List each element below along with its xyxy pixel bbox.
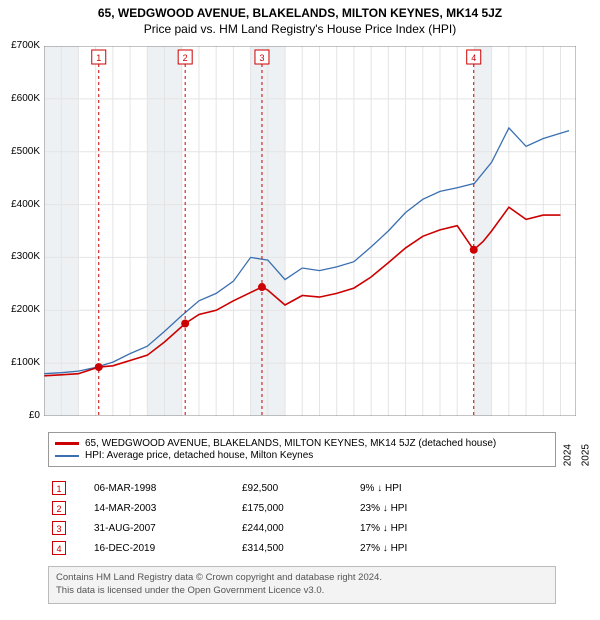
event-date: 14-MAR-2003 xyxy=(90,498,238,518)
svg-text:2: 2 xyxy=(183,53,188,63)
y-tick: £300K xyxy=(0,251,40,262)
event-date: 06-MAR-1998 xyxy=(90,478,238,498)
table-row: 3 31-AUG-2007£244,00017% ↓ HPI xyxy=(48,518,556,538)
legend-label: HPI: Average price, detached house, Milt… xyxy=(85,450,313,461)
y-tick: £600K xyxy=(0,93,40,104)
event-n: 3 xyxy=(48,518,90,538)
event-price: £92,500 xyxy=(238,478,356,498)
event-price: £314,500 xyxy=(238,538,356,558)
svg-text:4: 4 xyxy=(471,53,476,63)
event-price: £244,000 xyxy=(238,518,356,538)
event-n: 1 xyxy=(48,478,90,498)
event-marker: 1 xyxy=(52,481,66,495)
chart-legend: 65, WEDGWOOD AVENUE, BLAKELANDS, MILTON … xyxy=(48,432,556,467)
table-row: 2 14-MAR-2003£175,00023% ↓ HPI xyxy=(48,498,556,518)
event-n: 4 xyxy=(48,538,90,558)
plot-svg: 1 2 3 4 xyxy=(44,46,576,416)
sale-events-table: 1 06-MAR-1998£92,5009% ↓ HPI 2 14-MAR-2003£… xyxy=(48,478,556,558)
legend-swatch xyxy=(55,455,79,457)
event-marker: 4 xyxy=(52,541,66,555)
event-date: 16-DEC-2019 xyxy=(90,538,238,558)
svg-text:1: 1 xyxy=(96,53,101,63)
footer-line-1: Contains HM Land Registry data © Crown c… xyxy=(56,572,548,585)
y-tick: £0 xyxy=(0,410,40,421)
y-tick: £100K xyxy=(0,357,40,368)
y-tick: £200K xyxy=(0,304,40,315)
y-tick: £400K xyxy=(0,199,40,210)
footer-attribution: Contains HM Land Registry data © Crown c… xyxy=(48,566,556,604)
event-pct: 9% ↓ HPI xyxy=(356,478,556,498)
table-row: 4 16-DEC-2019£314,50027% ↓ HPI xyxy=(48,538,556,558)
event-date: 31-AUG-2007 xyxy=(90,518,238,538)
legend-row: HPI: Average price, detached house, Milt… xyxy=(55,450,549,461)
y-tick: £700K xyxy=(0,40,40,51)
event-marker: 2 xyxy=(52,501,66,515)
footer-line-2: This data is licensed under the Open Gov… xyxy=(56,585,548,598)
plot-area: 1 2 3 4 xyxy=(44,46,576,416)
legend-swatch xyxy=(55,442,79,445)
x-tick: 2025 xyxy=(580,444,591,466)
event-price: £175,000 xyxy=(238,498,356,518)
legend-row: 65, WEDGWOOD AVENUE, BLAKELANDS, MILTON … xyxy=(55,438,549,449)
y-tick: £500K xyxy=(0,146,40,157)
table-row: 1 06-MAR-1998£92,5009% ↓ HPI xyxy=(48,478,556,498)
event-pct: 27% ↓ HPI xyxy=(356,538,556,558)
chart-title-1: 65, WEDGWOOD AVENUE, BLAKELANDS, MILTON … xyxy=(8,6,592,20)
x-tick: 2024 xyxy=(563,444,574,466)
event-n: 2 xyxy=(48,498,90,518)
legend-label: 65, WEDGWOOD AVENUE, BLAKELANDS, MILTON … xyxy=(85,438,496,449)
event-pct: 23% ↓ HPI xyxy=(356,498,556,518)
svg-text:3: 3 xyxy=(259,53,264,63)
event-marker: 3 xyxy=(52,521,66,535)
event-pct: 17% ↓ HPI xyxy=(356,518,556,538)
chart-title-2: Price paid vs. HM Land Registry's House … xyxy=(8,22,592,36)
